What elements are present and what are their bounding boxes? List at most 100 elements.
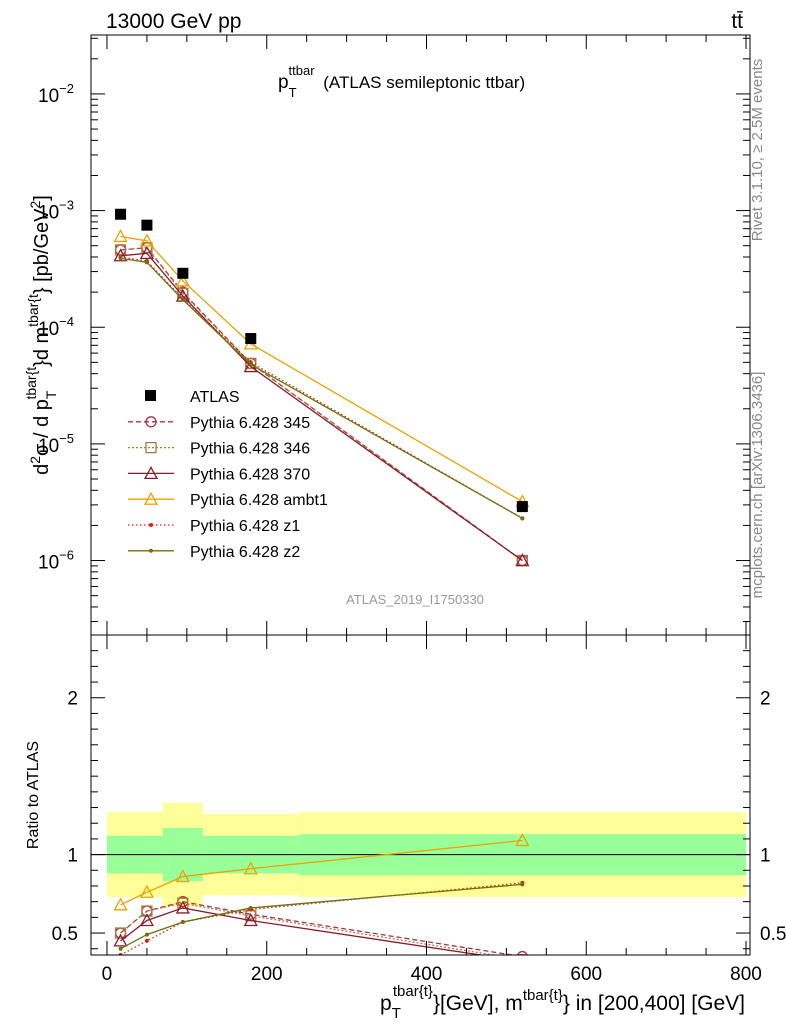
legend-marker-atlas <box>145 390 156 401</box>
x-tick-label: 800 <box>730 964 762 985</box>
series-3-ratio-point <box>113 897 128 911</box>
legend-marker-2 <box>143 466 159 480</box>
series-2-ratio-point <box>175 900 190 914</box>
series-5-point <box>144 260 149 265</box>
legend-label-5: Pythia 6.428 z2 <box>190 544 300 561</box>
y-axis-label: d2σ / d pTtbar{t}d mtbar{t} [pb/GeV2] <box>23 195 59 475</box>
main-tick-label: 10−4 <box>38 314 74 340</box>
atlas-data-point <box>115 208 127 220</box>
series-1-ratio-point <box>141 905 153 917</box>
atlas-data-point <box>177 267 189 279</box>
series-3-ratio-point <box>243 861 258 875</box>
series-1-ratio-point <box>114 927 127 939</box>
plot-title-main: p <box>278 72 289 93</box>
legend-marker-1 <box>145 441 157 454</box>
energy-label: 13000 GeV pp <box>106 10 241 33</box>
atlas-data-point <box>516 501 528 513</box>
series-3-ratio-point <box>515 833 530 847</box>
series-2-ratio-point <box>243 913 258 927</box>
x-tick-label: 200 <box>251 964 283 985</box>
series-2-point <box>139 245 155 259</box>
legend-marker-4 <box>149 523 153 527</box>
main-series-layer <box>113 229 530 567</box>
series-3-ratio-line <box>120 839 523 906</box>
main-tick-label: 10−6 <box>38 548 74 574</box>
legend-label-3: Pythia 6.428 ambt1 <box>190 492 328 509</box>
rivet-label: Rivet 3.1.10, ≥ 2.5M events <box>749 59 766 242</box>
series-0-ratio-point <box>516 950 528 955</box>
series-1-line <box>120 247 523 562</box>
main-tick-label: 10−2 <box>38 81 74 107</box>
series-2-ratio-point <box>521 953 523 955</box>
legend-marker-5 <box>149 548 153 553</box>
series-4-line <box>120 256 523 519</box>
series-5-point <box>248 362 253 367</box>
series-5-point <box>118 256 123 261</box>
series-3-ratio-point <box>139 884 155 898</box>
ratio-tick-label-right: 2 <box>760 689 771 710</box>
mcplots-label: mcplots.cern.ch [arXiv:1306.3436] <box>749 372 766 599</box>
series-5-ratio-point <box>180 920 185 925</box>
series-1-point <box>245 357 257 370</box>
x-tick-label: 0 <box>102 964 113 985</box>
legend-marker-3 <box>143 491 159 505</box>
legend: ATLAS Pythia 6.428 345 Pythia 6.428 346 Pyt… <box>128 389 328 561</box>
plot-title-sub: T <box>289 85 297 100</box>
series-2-ratio-point <box>113 933 128 947</box>
ratio-series-layer <box>113 833 530 955</box>
ratio-panel: 0.5 0.51 12 2 0 200 400 600 800 Ratio to ATLAS … <box>25 35 786 1022</box>
series-5-line <box>120 257 523 519</box>
series-5-ratio-point <box>248 905 253 910</box>
series-3-point <box>139 233 155 247</box>
atlas-data-point <box>245 333 257 345</box>
x-tick-label: 400 <box>411 964 443 985</box>
series-1-ratio-point <box>516 954 528 955</box>
ratio-frame <box>90 634 751 956</box>
ratio-bands-layer <box>91 802 750 907</box>
ratio-tick-label-right: 1 <box>760 846 771 867</box>
plot-title-sup: ttbar <box>289 63 316 78</box>
series-1-point <box>114 244 127 256</box>
series-5-point <box>520 516 525 521</box>
series-5-ratio-point <box>144 932 149 937</box>
legend-label-4: Pythia 6.428 z1 <box>190 518 300 535</box>
main-axis-ticks: 10−6 10−5 10−4 10−3 10−2 <box>38 37 750 623</box>
x-axis-label: pTtbar{t}}[GeV], mtbar{t}} in [200,400] … <box>380 983 745 1022</box>
series-2-line <box>120 252 523 562</box>
legend-label-1: Pythia 6.428 346 <box>190 441 310 458</box>
atlas-data-layer <box>115 208 528 513</box>
series-5-ratio-point <box>520 882 525 887</box>
series-3-line <box>120 235 523 503</box>
ratio-tick-label-right: 0.5 <box>760 924 786 945</box>
series-3-ratio-point <box>175 869 190 883</box>
main-tick-label: 10−3 <box>38 198 74 224</box>
legend-label-0: Pythia 6.428 345 <box>190 415 310 432</box>
plot-title-rest: (ATLAS semileptonic ttbar) <box>319 73 526 92</box>
main-panel: 10−6 10−5 10−4 10−3 10−2 pTttbar (ATLAS semi… <box>23 34 751 636</box>
series-5-point <box>180 297 185 302</box>
legend-label-atlas: ATLAS <box>190 389 240 406</box>
series-2-ratio-point <box>139 913 155 927</box>
x-tick-label: 600 <box>570 964 602 985</box>
series-4-ratio-point <box>144 938 149 943</box>
x-axis-ticks: 0 200 400 600 800 <box>102 35 762 985</box>
ratio-tick-label-left: 1 <box>67 846 78 867</box>
series-2-point <box>515 553 530 567</box>
plot-title: pTttbar (ATLAS semileptonic ttbar) <box>278 63 525 100</box>
series-3-point <box>113 229 128 243</box>
ratio-tick-label-left: 2 <box>67 689 78 710</box>
legend-label-2: Pythia 6.428 370 <box>190 466 310 483</box>
process-label: tt̄ <box>731 10 743 33</box>
series-2-ratio-line <box>120 907 485 955</box>
ratio-axis-ticks: 0.5 0.5 1 1 2 2 <box>52 650 786 950</box>
main-tick-label: 10−5 <box>38 431 74 457</box>
series-5-ratio-point <box>118 946 123 951</box>
analysis-id: ATLAS_2019_I1750330 <box>346 592 484 607</box>
ratio-y-label: Ratio to ATLAS <box>25 741 42 849</box>
ratio-tick-label-left: 0.5 <box>52 924 78 945</box>
legend-marker-0 <box>145 416 157 428</box>
series-2-point <box>113 248 128 262</box>
series-3-point <box>175 273 190 287</box>
atlas-data-point <box>141 219 153 231</box>
